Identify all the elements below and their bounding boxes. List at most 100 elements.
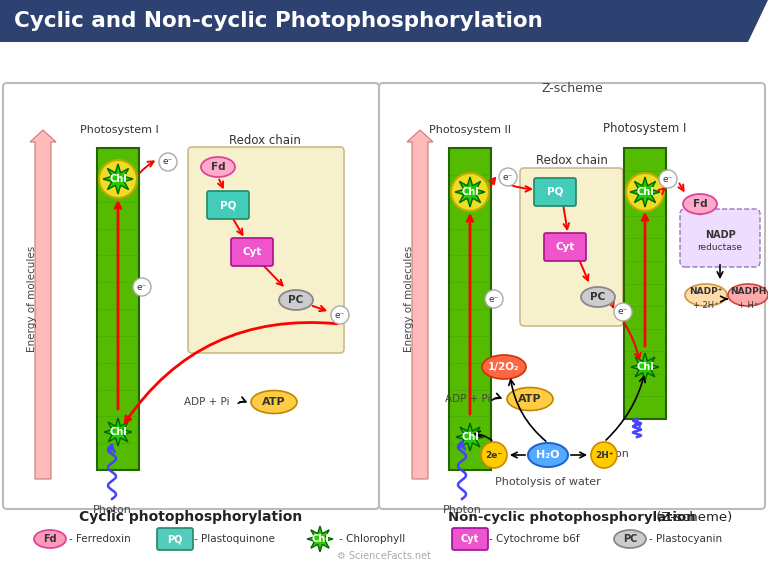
Text: ADP + Pi: ADP + Pi <box>445 394 491 404</box>
Text: Photosystem I: Photosystem I <box>80 125 158 135</box>
Text: Chl: Chl <box>636 362 654 372</box>
Text: Chl: Chl <box>636 187 654 197</box>
Polygon shape <box>104 418 132 446</box>
Circle shape <box>499 168 517 186</box>
Ellipse shape <box>251 391 297 413</box>
Text: e⁻: e⁻ <box>503 172 513 181</box>
Text: Redox chain: Redox chain <box>229 134 301 147</box>
Text: e⁻: e⁻ <box>335 311 345 319</box>
Text: Redox chain: Redox chain <box>536 154 608 167</box>
Ellipse shape <box>507 387 553 411</box>
Text: Photosystem I: Photosystem I <box>604 122 687 135</box>
Ellipse shape <box>201 157 235 177</box>
Text: - Ferredoxin: - Ferredoxin <box>69 534 131 544</box>
Text: Fd: Fd <box>693 199 707 209</box>
Text: - Plastocyanin: - Plastocyanin <box>649 534 722 544</box>
FancyBboxPatch shape <box>544 233 586 261</box>
Text: PC: PC <box>591 292 606 302</box>
Ellipse shape <box>34 530 66 548</box>
Text: Cyt: Cyt <box>243 247 262 257</box>
Text: Photon: Photon <box>93 505 131 515</box>
Text: Chl: Chl <box>109 174 127 184</box>
Text: ⚙ ScienceFacts.net: ⚙ ScienceFacts.net <box>337 551 431 561</box>
FancyBboxPatch shape <box>680 209 760 267</box>
Text: H₂O: H₂O <box>536 450 560 460</box>
Polygon shape <box>455 177 485 207</box>
Text: e⁻: e⁻ <box>137 282 147 291</box>
FancyArrow shape <box>30 130 56 479</box>
Text: Z-scheme: Z-scheme <box>541 82 603 95</box>
Text: NADP⁺: NADP⁺ <box>690 286 723 295</box>
Text: ATP: ATP <box>262 397 286 407</box>
Polygon shape <box>630 177 660 207</box>
Polygon shape <box>631 353 659 381</box>
FancyArrow shape <box>407 130 433 479</box>
Ellipse shape <box>728 284 768 306</box>
Text: Chl: Chl <box>109 427 127 437</box>
Circle shape <box>99 160 137 198</box>
Circle shape <box>331 306 349 324</box>
Ellipse shape <box>614 530 646 548</box>
Ellipse shape <box>528 443 568 467</box>
Text: Cyt: Cyt <box>555 242 574 252</box>
Text: PQ: PQ <box>220 200 237 210</box>
Polygon shape <box>456 423 484 451</box>
Ellipse shape <box>683 194 717 214</box>
Text: Energy of molecules: Energy of molecules <box>404 246 414 352</box>
Text: reductase: reductase <box>697 243 743 252</box>
Ellipse shape <box>279 290 313 310</box>
Text: - Chlorophyll: - Chlorophyll <box>339 534 406 544</box>
Text: Fd: Fd <box>43 534 57 544</box>
Text: + 2H⁺: + 2H⁺ <box>694 301 719 310</box>
FancyBboxPatch shape <box>188 147 344 353</box>
Text: Photosystem II: Photosystem II <box>429 125 511 135</box>
Polygon shape <box>307 526 333 552</box>
Text: ADP + Pi: ADP + Pi <box>184 397 230 407</box>
FancyBboxPatch shape <box>534 178 576 206</box>
Text: Chl: Chl <box>311 534 329 544</box>
FancyBboxPatch shape <box>379 83 765 509</box>
Circle shape <box>614 303 632 321</box>
Text: PC: PC <box>623 534 637 544</box>
FancyBboxPatch shape <box>452 528 488 550</box>
Bar <box>97 148 139 470</box>
Text: 2H⁺: 2H⁺ <box>594 451 614 459</box>
Circle shape <box>481 442 507 468</box>
Circle shape <box>451 173 489 211</box>
Ellipse shape <box>482 355 526 379</box>
Circle shape <box>626 173 664 211</box>
Text: ATP: ATP <box>518 394 541 404</box>
Text: Energy of molecules: Energy of molecules <box>27 246 37 352</box>
Text: e⁻: e⁻ <box>488 294 499 303</box>
FancyBboxPatch shape <box>520 168 623 326</box>
FancyBboxPatch shape <box>3 83 379 509</box>
Text: NADP: NADP <box>704 230 736 240</box>
Circle shape <box>159 153 177 171</box>
Polygon shape <box>0 0 768 42</box>
Text: Chl: Chl <box>461 187 479 197</box>
Ellipse shape <box>685 284 727 306</box>
Ellipse shape <box>581 287 615 307</box>
Text: PC: PC <box>288 295 303 305</box>
FancyBboxPatch shape <box>207 191 249 219</box>
Text: NADPH: NADPH <box>730 286 766 295</box>
Circle shape <box>591 442 617 468</box>
Text: Photon: Photon <box>591 449 630 459</box>
Text: Photon: Photon <box>442 505 482 515</box>
Text: - Plastoquinone: - Plastoquinone <box>194 534 275 544</box>
Text: e⁻: e⁻ <box>663 175 674 184</box>
Text: Cyt: Cyt <box>461 534 479 544</box>
Text: e⁻: e⁻ <box>617 307 628 316</box>
Text: Cyclic photophosphorylation: Cyclic photophosphorylation <box>79 510 303 524</box>
Text: 2e⁻: 2e⁻ <box>485 451 502 459</box>
Text: Chl: Chl <box>461 432 479 442</box>
Bar <box>449 148 491 470</box>
Circle shape <box>133 278 151 296</box>
Circle shape <box>485 290 503 308</box>
Text: PQ: PQ <box>547 187 563 197</box>
Text: + H⁺: + H⁺ <box>738 301 758 310</box>
FancyBboxPatch shape <box>157 528 193 550</box>
Bar <box>624 148 666 419</box>
Text: 1/2O₂: 1/2O₂ <box>488 362 520 372</box>
Polygon shape <box>103 164 133 194</box>
